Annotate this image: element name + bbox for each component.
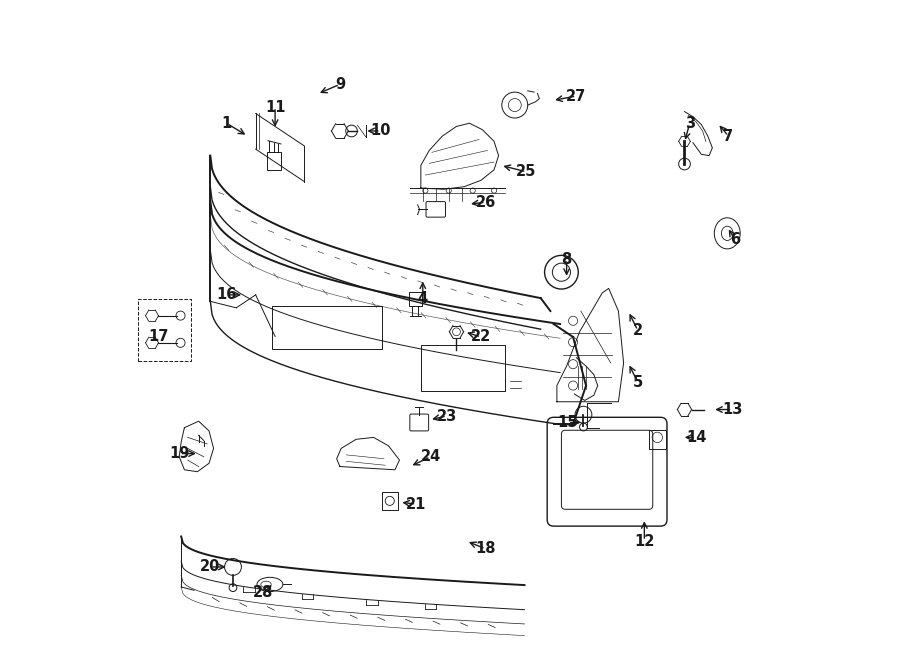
Text: 23: 23 <box>436 408 457 424</box>
Text: 3: 3 <box>685 116 695 131</box>
Bar <box>272 305 382 349</box>
Text: 21: 21 <box>406 496 427 512</box>
Text: 24: 24 <box>420 449 441 464</box>
Text: 11: 11 <box>265 100 285 114</box>
Bar <box>138 299 191 361</box>
Bar <box>382 492 398 510</box>
Text: 27: 27 <box>566 89 587 104</box>
Text: 5: 5 <box>633 375 643 390</box>
Text: 1: 1 <box>221 116 231 131</box>
Text: 20: 20 <box>200 559 220 574</box>
Text: 8: 8 <box>562 252 572 267</box>
Text: 25: 25 <box>517 165 536 179</box>
Text: 26: 26 <box>475 195 496 210</box>
Text: 4: 4 <box>418 291 428 305</box>
Bar <box>421 346 505 391</box>
Text: 15: 15 <box>558 415 578 430</box>
Text: 10: 10 <box>371 124 391 139</box>
Text: 17: 17 <box>148 329 168 344</box>
Text: 18: 18 <box>475 541 496 557</box>
Text: 19: 19 <box>170 446 190 461</box>
Text: 22: 22 <box>471 329 491 344</box>
Bar <box>649 430 666 449</box>
Text: 9: 9 <box>335 77 345 92</box>
Text: 28: 28 <box>253 586 274 600</box>
Text: 16: 16 <box>216 288 237 302</box>
Text: 14: 14 <box>686 430 706 445</box>
Bar <box>266 152 281 171</box>
Text: 7: 7 <box>724 129 733 143</box>
Text: 13: 13 <box>722 402 742 417</box>
Bar <box>410 292 422 306</box>
Text: 2: 2 <box>633 323 643 338</box>
Text: 6: 6 <box>730 232 740 247</box>
Text: 12: 12 <box>634 533 654 549</box>
